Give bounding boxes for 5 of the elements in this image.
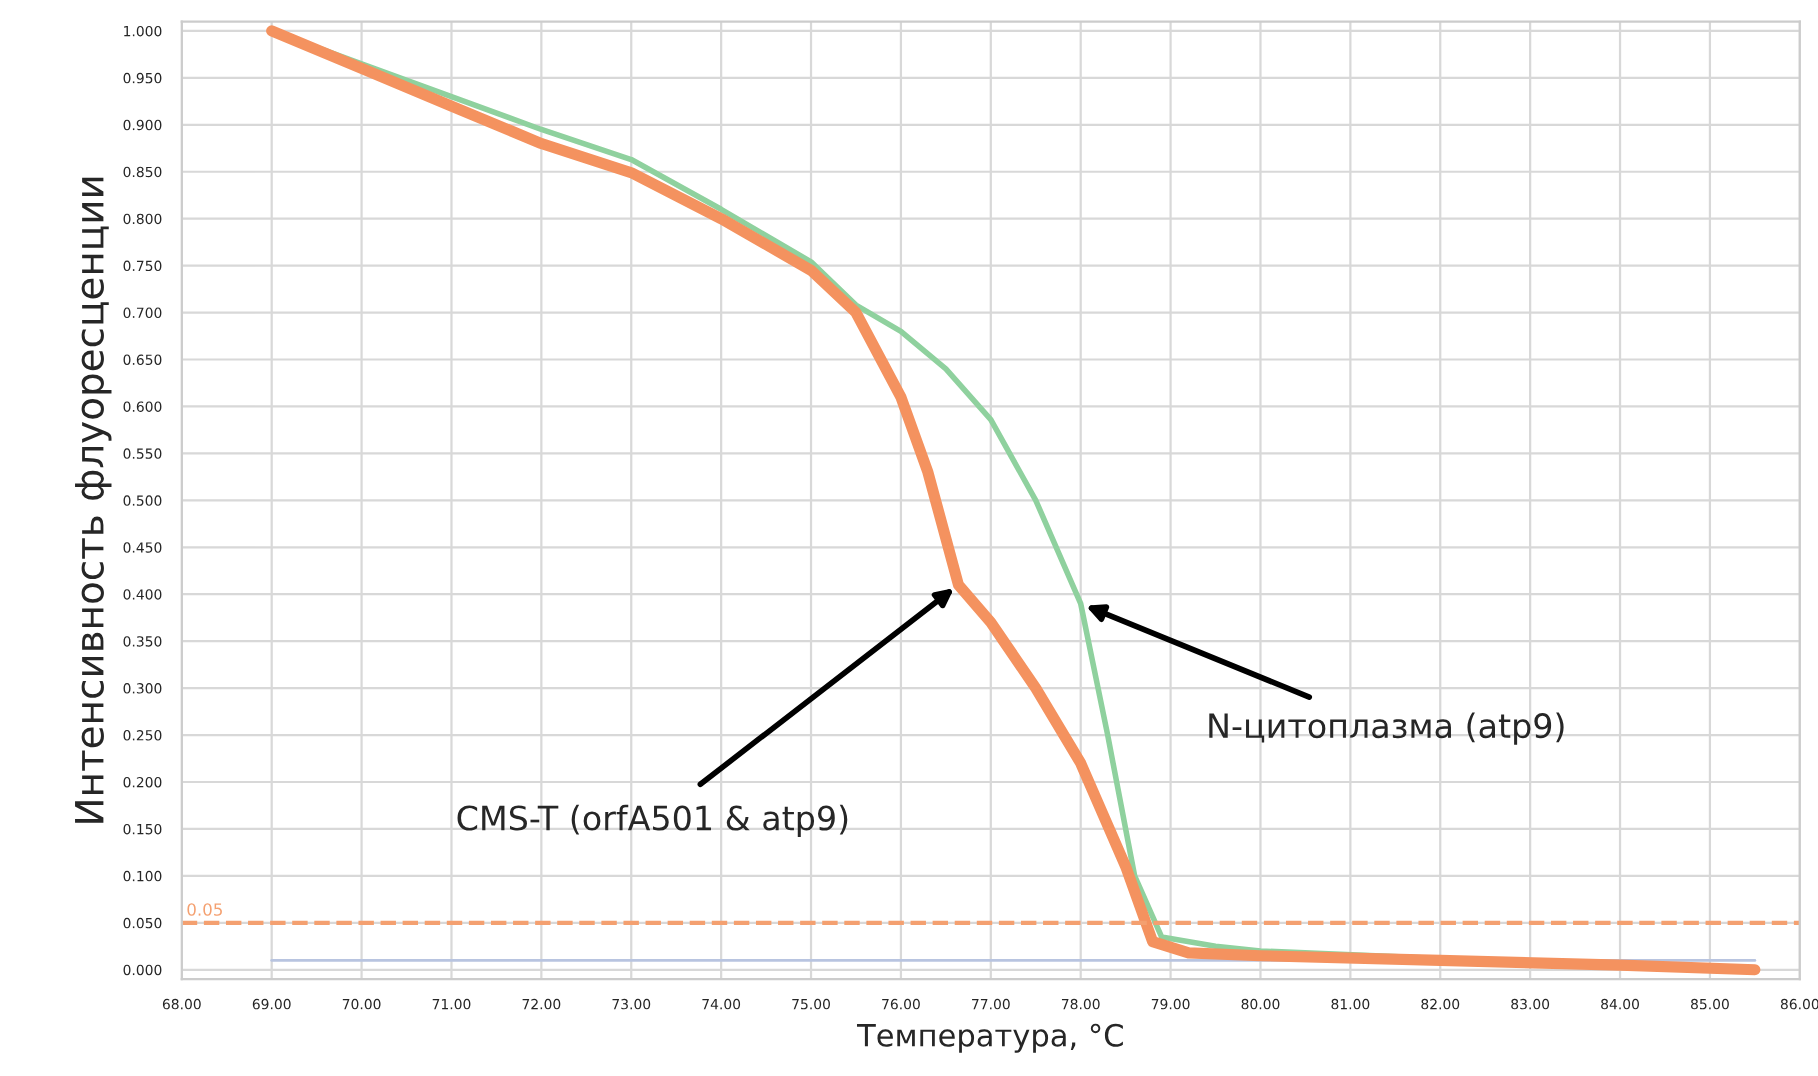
annotation: CMS-T (orfA501 & atp9) — [457, 804, 848, 838]
annotation: N-цитоплазма (atp9) — [1209, 712, 1564, 745]
ref-line-label: 0.05 — [187, 903, 222, 916]
y-axis-title: Интенсивность флуоресценции — [75, 177, 112, 823]
x-axis-title: Температура, °C — [856, 1023, 1123, 1053]
